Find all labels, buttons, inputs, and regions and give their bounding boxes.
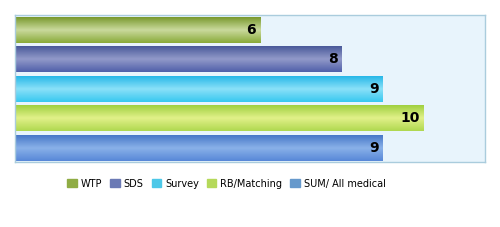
Legend: WTP, SDS, Survey, RB/Matching, SUM/ All medical: WTP, SDS, Survey, RB/Matching, SUM/ All … bbox=[64, 175, 390, 192]
Text: 10: 10 bbox=[400, 111, 419, 125]
Text: 9: 9 bbox=[369, 82, 378, 96]
Text: 9: 9 bbox=[369, 141, 378, 155]
Text: 8: 8 bbox=[328, 52, 338, 66]
Text: 6: 6 bbox=[246, 23, 256, 37]
